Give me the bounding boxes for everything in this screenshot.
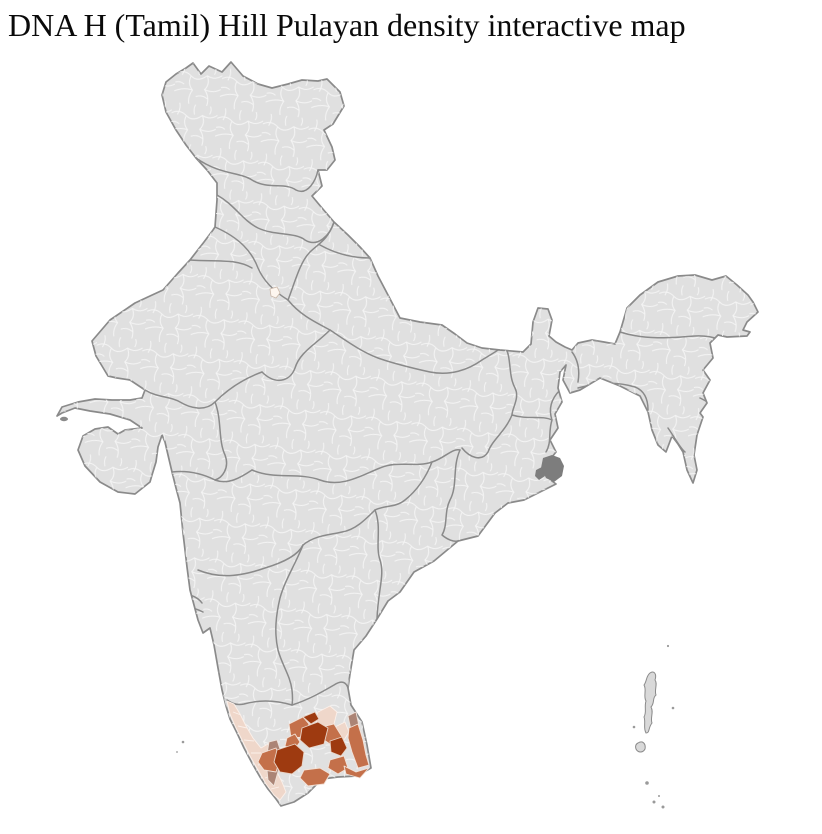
district-trace[interactable] (269, 286, 281, 299)
district-medium[interactable] (347, 723, 370, 769)
andaman-nicobar-islands (635, 671, 657, 753)
district-medium[interactable] (257, 747, 281, 773)
district-medium[interactable] (299, 767, 331, 787)
district-high[interactable] (273, 743, 305, 775)
district-high[interactable] (302, 711, 320, 725)
island-dots (176, 644, 675, 809)
district-medium[interactable] (327, 755, 349, 775)
density-high-districts (273, 711, 348, 775)
district-high[interactable] (329, 736, 348, 757)
lakshadweep-dot (181, 740, 185, 744)
page-title: DNA H (Tamil) Hill Pulayan density inter… (8, 7, 686, 43)
delta-marsh-area (535, 455, 564, 482)
district-medium[interactable] (343, 765, 370, 779)
andaman-main-island[interactable] (643, 671, 657, 734)
little-andaman-island[interactable] (635, 741, 646, 753)
lakshadweep-dot (176, 751, 178, 753)
kutch-islet (60, 416, 68, 422)
district-high[interactable] (299, 721, 329, 749)
